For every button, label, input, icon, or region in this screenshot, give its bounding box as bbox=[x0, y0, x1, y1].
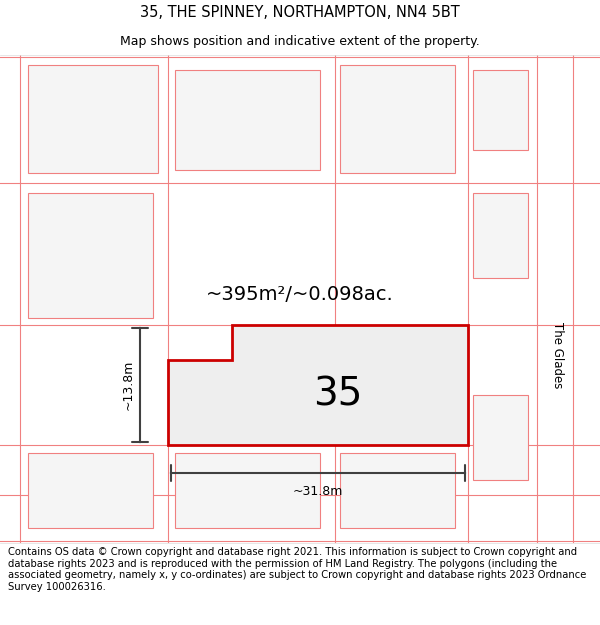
Bar bbox=[340, 453, 455, 528]
Text: ~395m²/~0.098ac.: ~395m²/~0.098ac. bbox=[206, 286, 394, 304]
Bar bbox=[28, 193, 153, 318]
Text: Map shows position and indicative extent of the property.: Map shows position and indicative extent… bbox=[120, 35, 480, 48]
Bar bbox=[28, 65, 158, 173]
Text: ~13.8m: ~13.8m bbox=[122, 360, 135, 410]
Text: Contains OS data © Crown copyright and database right 2021. This information is : Contains OS data © Crown copyright and d… bbox=[8, 547, 586, 592]
Text: ~31.8m: ~31.8m bbox=[293, 485, 343, 498]
Bar bbox=[175, 70, 320, 170]
Text: 35: 35 bbox=[313, 376, 362, 414]
Bar bbox=[28, 453, 153, 528]
Bar bbox=[175, 453, 320, 528]
Bar bbox=[340, 65, 455, 173]
Bar bbox=[473, 395, 528, 480]
Bar bbox=[473, 193, 528, 278]
Polygon shape bbox=[168, 325, 468, 445]
Text: The Glades: The Glades bbox=[551, 322, 565, 388]
Text: 35, THE SPINNEY, NORTHAMPTON, NN4 5BT: 35, THE SPINNEY, NORTHAMPTON, NN4 5BT bbox=[140, 4, 460, 19]
Bar bbox=[473, 70, 528, 150]
